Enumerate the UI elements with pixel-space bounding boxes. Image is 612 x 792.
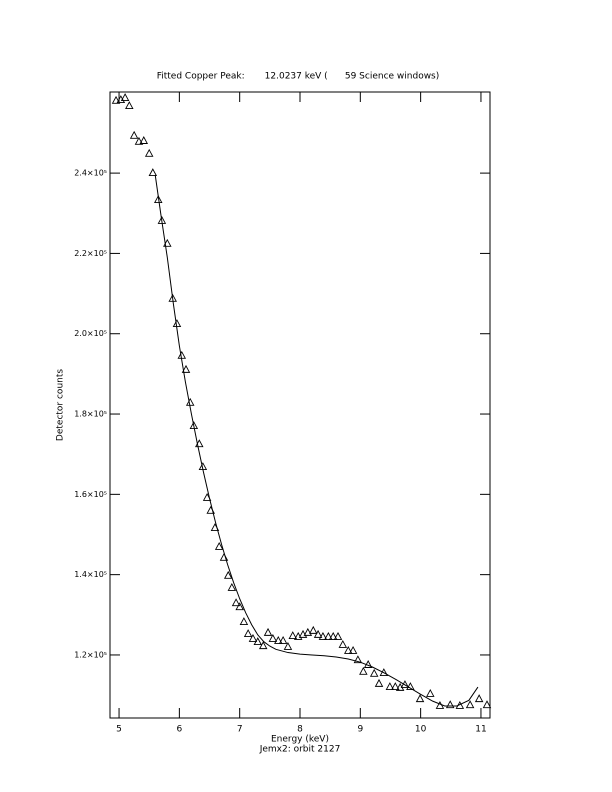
data-point [231, 598, 241, 607]
data-point [148, 168, 158, 177]
data-point [369, 668, 379, 677]
data-point [374, 678, 384, 687]
data-point [318, 631, 328, 640]
data-point [348, 645, 358, 654]
data-point [181, 364, 191, 373]
data-point [303, 627, 313, 636]
chart-title: Fitted Copper Peak: 12.0237 keV ( 59 Sci… [157, 72, 440, 82]
plot-frame [109, 91, 491, 719]
y-tick-label: 1.6×10⁵ [74, 490, 107, 499]
data-point [353, 655, 363, 664]
data-point [253, 637, 263, 646]
subtitle: Jemx2: orbit 2127 [259, 745, 341, 755]
fit-line [154, 175, 479, 707]
data-point [288, 631, 298, 640]
data-point [313, 629, 323, 638]
data-point [445, 700, 455, 709]
data-point [248, 633, 258, 642]
y-tick-label: 2.4×10⁵ [74, 169, 107, 178]
data-point [223, 570, 233, 579]
data-point [120, 93, 130, 101]
data-point [283, 641, 293, 650]
data-point [268, 633, 278, 642]
data-point [324, 631, 333, 640]
x-tick-label: 9 [357, 725, 363, 735]
data-point [333, 631, 343, 640]
data-point [134, 136, 144, 145]
x-tick-label: 10 [415, 725, 427, 735]
data-point [111, 95, 121, 104]
data-point [278, 635, 288, 644]
x-tick-label: 8 [297, 725, 303, 735]
y-axis-label: Detector counts [56, 369, 66, 441]
y-tick-label: 2.0×10⁵ [74, 329, 107, 338]
data-point [139, 136, 149, 144]
data-point [185, 397, 195, 406]
data-point [263, 627, 273, 636]
data-point [243, 629, 253, 638]
x-tick-label: 5 [116, 725, 122, 735]
y-tick-label: 1.8×10⁵ [74, 410, 107, 419]
data-point [239, 617, 249, 625]
data-point [258, 641, 268, 650]
data-point [385, 682, 395, 691]
x-axis-label: Energy (keV) [271, 735, 329, 745]
data-point [391, 682, 400, 691]
data-point [344, 645, 353, 654]
data-point [235, 602, 244, 611]
data-point [415, 694, 425, 703]
data-point [214, 541, 224, 550]
data-point [144, 148, 154, 157]
data-point [482, 700, 492, 709]
data-point [154, 195, 163, 203]
y-tick-label: 1.2×10⁵ [74, 650, 107, 659]
data-point [227, 582, 237, 591]
data-point [328, 631, 338, 640]
data-point [426, 688, 435, 697]
data-point [474, 694, 484, 703]
x-tick-label: 7 [237, 725, 243, 735]
data-point [406, 682, 415, 691]
data-point [274, 635, 283, 644]
y-tick-label: 1.4×10⁵ [74, 570, 107, 579]
y-tick-label: 2.2×10⁵ [74, 249, 107, 258]
data-point [309, 625, 318, 634]
data-point [465, 700, 475, 709]
data-point [125, 101, 134, 110]
data-point [359, 666, 368, 675]
data-point [338, 639, 348, 648]
x-tick-label: 11 [475, 725, 486, 735]
x-tick-label: 6 [176, 725, 182, 735]
data-point [129, 130, 139, 139]
